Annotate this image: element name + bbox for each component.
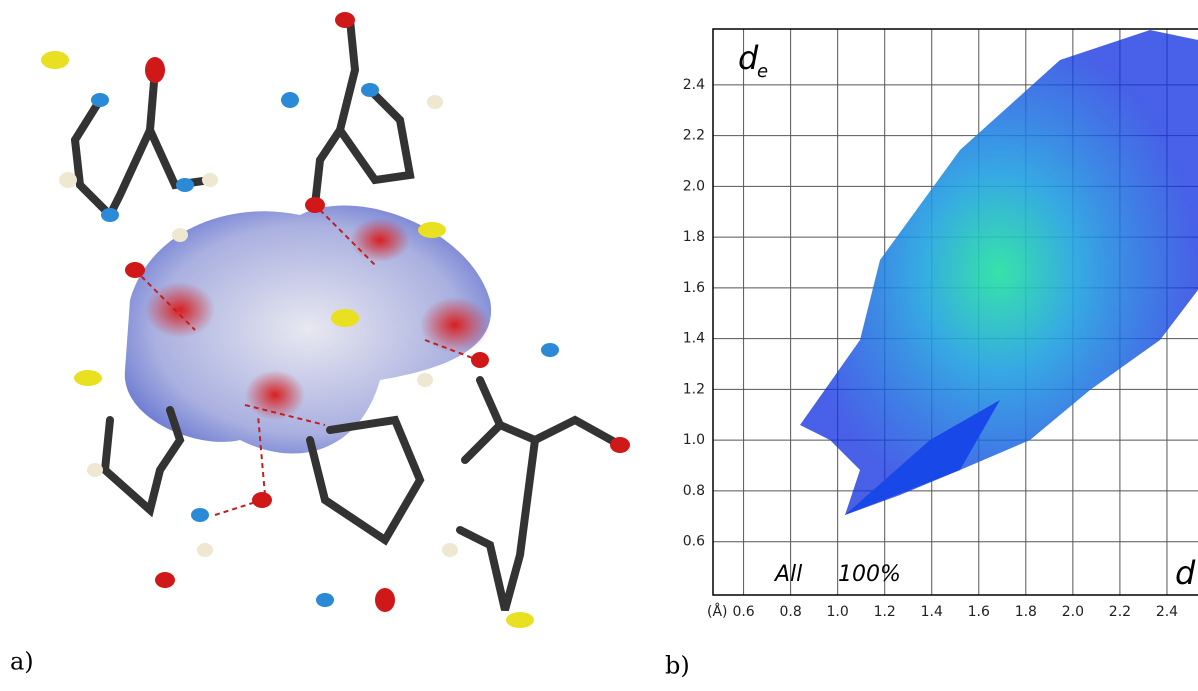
percent-label: 100% xyxy=(838,562,901,587)
contact-spot xyxy=(420,297,490,353)
x-tick-label: 2.2 xyxy=(1109,604,1131,620)
x-tick-label: 2.4 xyxy=(1156,604,1178,620)
y-tick-label: 1.0 xyxy=(683,432,705,448)
y-tick-label: 1.6 xyxy=(683,280,705,296)
x-tick-label: 1.6 xyxy=(968,604,990,620)
x-tick-label: 1.0 xyxy=(827,604,849,620)
x-tick-label: 2.0 xyxy=(1062,604,1084,620)
y-tick-label: 0.6 xyxy=(683,534,705,550)
hbonds xyxy=(134,209,479,516)
plot-frame xyxy=(712,28,1198,596)
y-tick-label: 1.8 xyxy=(683,229,705,245)
x-tick-label: 0.6 xyxy=(732,604,754,620)
atoms xyxy=(41,12,630,628)
y-tick-label: 0.8 xyxy=(683,483,705,499)
y-tick-label: 2.0 xyxy=(683,178,705,194)
x-tick-label: 1.2 xyxy=(874,604,896,620)
x-tick-label: 1.4 xyxy=(921,604,943,620)
y-axis-label-sub: e xyxy=(757,61,768,82)
contact-spot xyxy=(145,282,215,338)
molecule-illustration xyxy=(41,12,630,628)
x-axis-label: d xyxy=(1175,554,1196,592)
panel-label: b) xyxy=(665,652,690,680)
y-axis-label: d xyxy=(738,39,759,77)
y-tick-label: 1.2 xyxy=(683,381,705,397)
x-tick-label: 1.8 xyxy=(1015,604,1037,620)
contact-spot xyxy=(245,370,305,420)
hirshfeld-surface xyxy=(124,205,492,454)
corner-label: All xyxy=(773,562,802,587)
contact-spot xyxy=(350,218,410,262)
x-tick-label: 0.8 xyxy=(779,604,801,620)
y-tick-label: 2.4 xyxy=(683,77,705,93)
density-cloud xyxy=(800,30,1198,515)
panel-label: a) xyxy=(10,648,34,676)
y-tick-label: 2.2 xyxy=(683,128,705,144)
y-tick-label: 1.4 xyxy=(683,331,705,347)
unit-label: (Å) xyxy=(707,603,728,620)
